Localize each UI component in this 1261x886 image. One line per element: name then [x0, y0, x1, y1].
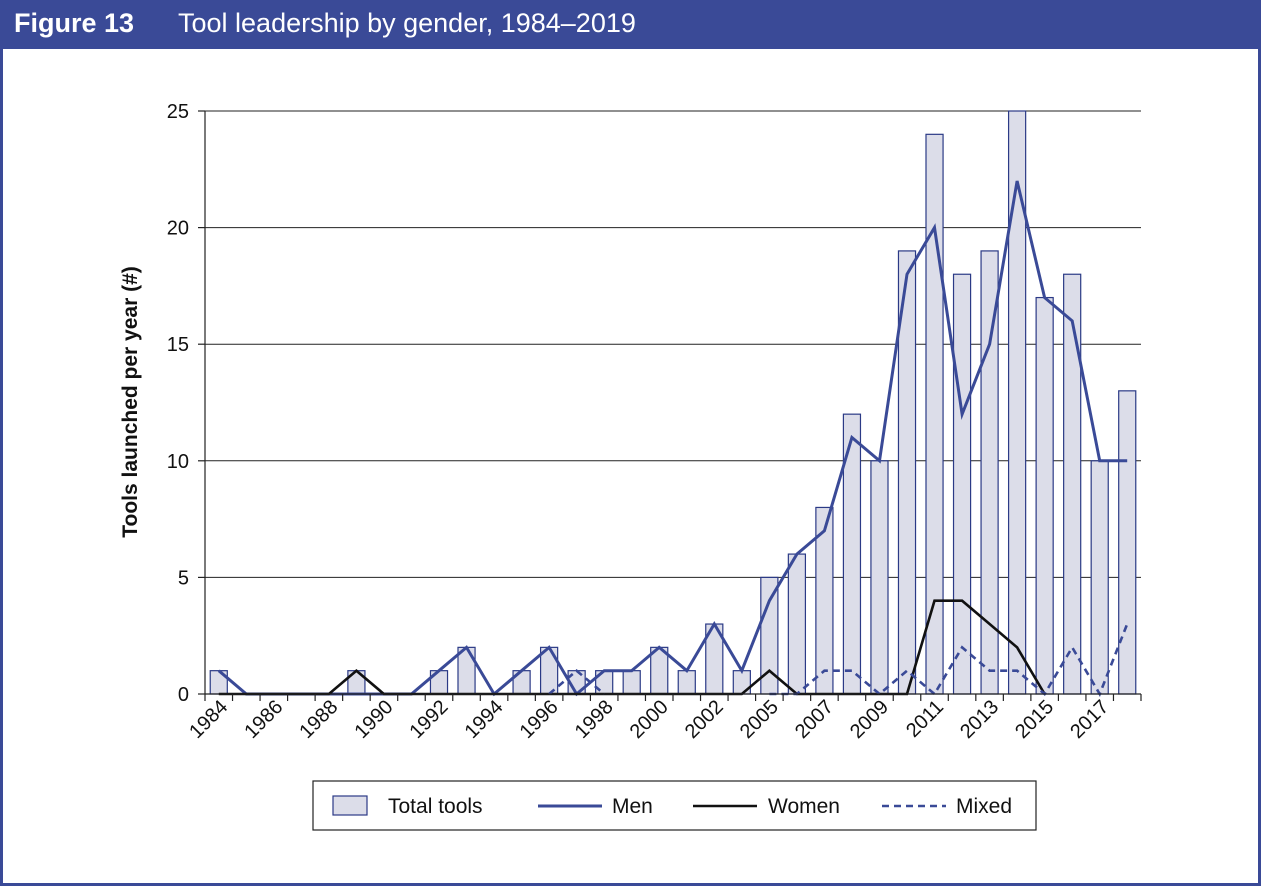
y-tick-label: 15: [167, 334, 189, 356]
bar-2011: [925, 133, 944, 695]
line-mixed: [769, 623, 1129, 697]
bar-1999: [622, 670, 641, 695]
x-tick-label: 1996: [516, 696, 563, 743]
y-axis-label: Tools launched per year (#): [119, 266, 142, 538]
x-tick-label: 2007: [791, 696, 838, 743]
x-tick-label: 1988: [295, 696, 342, 743]
bar-2017: [1090, 460, 1109, 695]
x-tick-label: 2017: [1066, 696, 1113, 743]
bar-2014: [1007, 110, 1027, 695]
y-tick-label: 20: [167, 218, 189, 240]
legend-box: [312, 780, 1037, 831]
bar-2009: [870, 460, 889, 695]
x-tick-label: 1992: [406, 696, 453, 743]
bar-series-total-tools: [209, 110, 1137, 695]
x-tick-label: 2013: [956, 696, 1003, 743]
x-tick-label: 2015: [1011, 696, 1058, 743]
bar-2016: [1063, 273, 1082, 695]
line-mixed: [548, 668, 606, 695]
x-tick-label: 1990: [350, 696, 397, 743]
y-tick-label: 0: [178, 684, 189, 706]
bar-2018: [1118, 390, 1137, 695]
legend-label-total-tools: Total tools: [388, 795, 483, 818]
x-tick-label: 2000: [626, 696, 673, 743]
x-tick-label: 1998: [571, 696, 618, 743]
x-tick-label: 2005: [736, 696, 783, 743]
x-tick-label: 2009: [846, 696, 893, 743]
figure-header: Figure 13 Tool leadership by gender, 198…: [0, 0, 1261, 49]
y-tick-label: 10: [167, 451, 189, 473]
x-tick-label: 2011: [902, 696, 948, 742]
figure-label: Figure 13: [14, 8, 135, 38]
bar-2015: [1035, 296, 1054, 695]
legend-label-men: Men: [612, 795, 653, 818]
bar-2006: [787, 553, 807, 695]
axes: [198, 110, 1142, 701]
x-tick-label: 2002: [681, 696, 728, 743]
legend: Total tools Men Women Mixed: [312, 780, 1037, 831]
gridlines: [205, 110, 1141, 578]
x-tick-label: 1984: [185, 696, 232, 743]
figure-title: Tool leadership by gender, 1984–2019: [178, 8, 636, 38]
x-tick-label: 1986: [240, 696, 287, 743]
legend-label-women: Women: [768, 795, 840, 818]
legend-swatch-total-tools: [332, 795, 368, 816]
legend-label-mixed: Mixed: [956, 795, 1012, 818]
x-tick-labels: 1984 1986 1988 1990 1992 1994 1996 1998 2000 2002…: [185, 696, 1113, 743]
y-tick-label: 25: [167, 101, 189, 123]
bar-2001: [677, 670, 696, 695]
y-tick-labels: 0 5 10 15 20 25: [167, 101, 189, 706]
x-tick-label: 1994: [461, 696, 508, 743]
y-tick-label: 5: [178, 567, 189, 589]
bar-2012: [952, 273, 972, 695]
